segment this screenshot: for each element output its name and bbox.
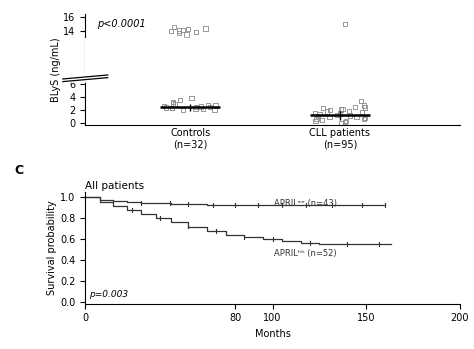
Point [312, 119, 319, 124]
Point [326, 107, 334, 113]
Point [179, 27, 187, 33]
Point [313, 117, 320, 122]
Y-axis label: Survival probability: Survival probability [47, 201, 57, 295]
Point [180, 107, 187, 113]
Point [337, 107, 345, 112]
Point [341, 119, 349, 125]
Point [204, 102, 212, 107]
Point [316, 111, 323, 117]
Point [199, 106, 207, 112]
Text: APRILʰʰ (n=52): APRILʰʰ (n=52) [274, 249, 337, 258]
Point [167, 28, 174, 34]
Point [198, 104, 205, 109]
Text: p=0.003: p=0.003 [89, 290, 128, 299]
Point [206, 104, 214, 110]
Point [358, 109, 366, 115]
Point [337, 120, 345, 126]
Point [202, 26, 210, 31]
Point [170, 24, 178, 30]
Point [161, 103, 168, 109]
Text: C: C [14, 164, 23, 178]
Text: p<0.0001: p<0.0001 [97, 18, 146, 29]
Point [169, 99, 177, 105]
Point [192, 29, 200, 35]
Point [326, 114, 333, 120]
Point [362, 105, 369, 110]
Point [163, 105, 170, 110]
Point [353, 114, 360, 120]
Point [175, 30, 182, 36]
Y-axis label: BLyS (ng/mL): BLyS (ng/mL) [51, 37, 61, 102]
Point [361, 115, 369, 121]
Point [341, 21, 349, 27]
Point [182, 32, 190, 37]
Point [357, 98, 365, 104]
Point [188, 95, 195, 101]
Point [184, 27, 191, 32]
Point [342, 118, 349, 124]
X-axis label: Months: Months [255, 329, 291, 339]
Point [345, 108, 353, 113]
Point [319, 117, 326, 123]
Point [171, 101, 178, 107]
Point [168, 105, 175, 111]
Point [169, 101, 177, 106]
Point [212, 103, 219, 108]
Point [360, 103, 367, 108]
Point [351, 104, 358, 110]
Text: All patients: All patients [85, 181, 145, 192]
Point [319, 105, 327, 111]
Point [192, 104, 200, 110]
Point [191, 106, 199, 111]
Point [210, 107, 218, 112]
Point [314, 113, 322, 119]
Text: APRILᵉᵉ (n=43): APRILᵉᵉ (n=43) [274, 199, 337, 208]
Point [333, 112, 340, 118]
Point [175, 28, 183, 34]
Point [339, 106, 346, 112]
Point [176, 97, 183, 103]
Point [323, 109, 331, 114]
Point [311, 110, 319, 116]
Bar [85, 38, 460, 80]
Point [336, 111, 344, 116]
Point [168, 105, 175, 111]
Point [360, 116, 368, 121]
Point [346, 113, 354, 118]
